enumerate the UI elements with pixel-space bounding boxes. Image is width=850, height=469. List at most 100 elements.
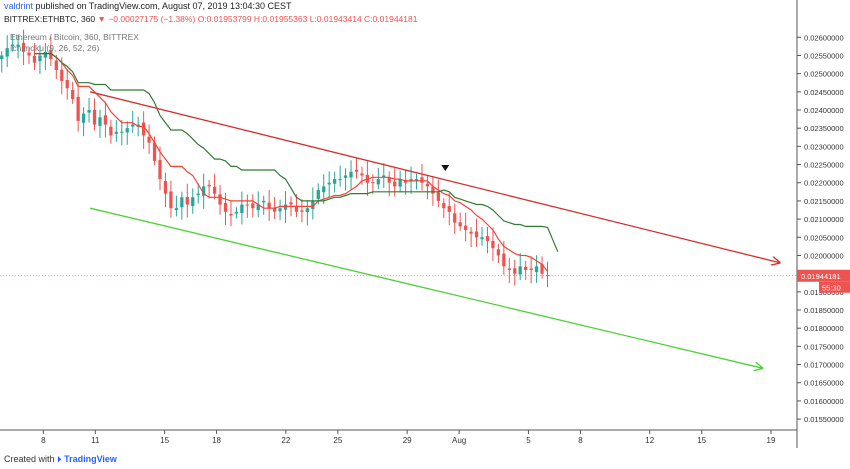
y-tick-label: 0.02500000 — [804, 70, 844, 79]
countdown-label: 55:30 — [822, 283, 841, 292]
tradingview-brand[interactable]: TradingView — [64, 454, 117, 464]
y-tick-label: 0.02100000 — [804, 215, 844, 224]
candle-body — [338, 179, 342, 181]
candle-body — [513, 268, 517, 274]
last-price-label: 0.01944181 — [801, 272, 841, 281]
candle-body — [81, 113, 86, 123]
candle-body — [5, 48, 9, 57]
candle-body — [11, 44, 15, 47]
kijun-line — [34, 53, 559, 253]
candle-body — [207, 184, 211, 187]
y-tick-label: 0.01800000 — [804, 324, 844, 333]
footer: Created with ⏵ TradingView — [4, 454, 117, 465]
candle-body — [458, 222, 462, 227]
candle-body — [16, 44, 20, 47]
candle-body — [278, 208, 282, 212]
candle-body — [256, 204, 260, 211]
candle-body — [38, 55, 42, 62]
candle-body — [283, 204, 288, 210]
candle-body — [65, 80, 69, 89]
y-tick-label: 0.01600000 — [804, 397, 844, 406]
candle-body — [414, 179, 419, 182]
y-tick-label: 0.01700000 — [804, 361, 844, 370]
y-tick-label: 0.01750000 — [804, 342, 844, 351]
x-tick-label: 12 — [645, 436, 654, 445]
candle-body — [360, 173, 364, 176]
candle-body — [382, 175, 386, 177]
resistance-trendline — [89, 91, 780, 263]
y-tick-label: 0.02000000 — [804, 251, 844, 260]
publish-line: valdrint published on TradingView.com, A… — [4, 1, 292, 11]
candle-body — [49, 49, 53, 60]
candle-body — [251, 203, 255, 209]
candle-body — [305, 208, 310, 213]
candle-body — [343, 175, 348, 178]
candle-body — [518, 266, 522, 275]
candle-body — [409, 179, 413, 181]
candle-body — [136, 124, 140, 127]
candle-body — [163, 180, 168, 194]
candle-body — [87, 110, 91, 113]
candle-body — [442, 202, 446, 209]
candle-body — [267, 202, 271, 209]
x-tick-label: Aug — [452, 436, 466, 445]
x-tick-label: 15 — [160, 436, 169, 445]
candle-body — [191, 197, 195, 206]
candle-body — [120, 131, 124, 133]
y-tick-label: 0.02600000 — [804, 33, 844, 42]
last-price-badge — [797, 269, 850, 282]
candle-body — [333, 179, 337, 184]
candle-body — [262, 200, 266, 203]
candle-body — [534, 266, 539, 273]
y-tick-label: 0.01850000 — [804, 306, 844, 315]
candle-body — [485, 236, 490, 241]
candle-body — [27, 52, 31, 56]
candle-body — [43, 51, 48, 58]
candle-body — [212, 186, 217, 194]
candle-body — [141, 122, 146, 136]
candle-body — [92, 109, 97, 125]
candle-body — [294, 206, 299, 212]
author-link[interactable]: valdrint — [4, 1, 34, 11]
candle-body — [32, 55, 37, 63]
x-tick-label: 22 — [281, 436, 290, 445]
candle-body — [393, 181, 397, 187]
candle-body — [524, 266, 528, 270]
down-triangle-icon — [441, 165, 450, 171]
candle-body — [453, 213, 457, 223]
candle-body — [387, 177, 391, 183]
candle-body — [54, 60, 58, 70]
publish-text: published on TradingView.com, August 07,… — [35, 1, 292, 11]
candle-body — [0, 55, 4, 60]
candle-body — [202, 186, 206, 196]
x-tick-label: 15 — [697, 436, 706, 445]
ticker-line: BITTREX:ETHBTC, 360 ▼ −0.00027175 (−1.38… — [4, 14, 417, 24]
y-tick-label: 0.02450000 — [804, 88, 844, 97]
candle-body — [109, 126, 113, 136]
candle-body — [507, 268, 511, 270]
candle-body — [491, 240, 495, 249]
candle-body — [376, 179, 380, 185]
legend-indicator: Ichimoku (9, 26, 52, 26) — [10, 43, 100, 53]
candle-body — [349, 171, 353, 178]
y-tick-label: 0.02350000 — [804, 124, 844, 133]
candle-body — [218, 194, 222, 205]
candle-body — [398, 179, 402, 187]
legend-symbol: Ethereum / Bitcoin, 360, BITTREX — [10, 32, 139, 42]
candle-body — [529, 268, 533, 270]
x-tick-label: 25 — [333, 436, 342, 445]
candle-body — [354, 169, 359, 172]
candle-body — [436, 192, 440, 201]
candle-body — [234, 211, 239, 214]
y-tick-label: 0.02250000 — [804, 161, 844, 170]
candle-body — [431, 186, 435, 194]
x-tick-label: 29 — [403, 436, 412, 445]
x-tick-label: 8 — [578, 436, 583, 445]
y-tick-label: 0.02150000 — [804, 197, 844, 206]
candle-body — [240, 204, 244, 213]
candle-body — [152, 142, 157, 161]
y-tick-label: 0.02400000 — [804, 106, 844, 115]
candle-body — [147, 136, 151, 143]
candle-body — [425, 183, 430, 187]
